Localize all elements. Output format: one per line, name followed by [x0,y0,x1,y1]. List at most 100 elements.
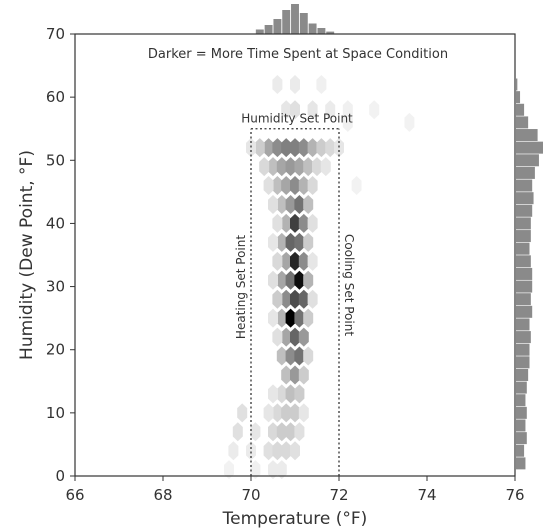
right-marginal-bar [516,242,530,255]
hex-cell [290,441,300,461]
hex-cell [307,251,318,271]
darkness-note: Darker = More Time Spent at Space Condit… [148,47,448,62]
hex-cell [325,138,336,158]
hex-cell [294,157,305,177]
hex-cell [263,176,274,196]
hex-cell [303,308,314,328]
x-tick-label: 72 [329,486,348,504]
hex-cell [298,289,309,309]
y-tick-label: 60 [46,88,65,106]
hex-cell [276,384,287,404]
hex-cell [303,346,314,366]
hex-cell [268,384,278,404]
top-marginal-bar [291,4,299,34]
hex-cell [272,213,283,233]
top-marginal-bar [255,29,264,34]
hex-cell [290,289,300,309]
right-marginal-bar [516,331,531,344]
hex-cell [290,75,300,95]
x-tick-label: 76 [505,486,524,504]
hex-cell [281,327,292,347]
hex-cell [272,327,283,347]
hex-cell [237,403,248,423]
hex-cell [263,441,274,461]
hex-cell [272,289,283,309]
hex-cell [250,422,261,442]
hex-cell [290,365,300,385]
hex-cell [232,422,243,442]
right-marginal-bar [516,204,533,217]
right-marginal-bar [516,293,531,306]
hex-cell [285,308,296,328]
hex-cell [334,138,344,158]
hex-cell [281,289,292,309]
top-marginal-histogram [255,4,335,34]
hex-cell [276,157,287,177]
hex-cell [290,327,300,347]
hex-cell [268,157,278,177]
hex-cell [298,403,309,423]
y-tick-label: 10 [46,404,65,422]
hex-cell [290,213,300,233]
hex-cell [281,403,292,423]
right-marginal-bar [516,343,530,356]
hex-cell [298,138,309,158]
hex-cell [285,422,296,442]
hex-cell [325,100,336,120]
hex-cell [351,176,362,196]
hex-cell [268,232,278,252]
hex-cell [281,365,292,385]
hex-cell [276,308,287,328]
hex-cell [294,422,305,442]
right-marginal-bar [516,419,526,432]
hex-cell [285,270,296,290]
hex-cell [285,346,296,366]
hex-cell [404,112,415,132]
y-axis-title: Humidity (Dew Point, °F) [17,150,37,360]
hex-cell [316,138,327,158]
right-marginal-bar [516,305,533,318]
hex-cell [298,176,309,196]
hex-cell [281,176,292,196]
cooling-set-point-label: Cooling Set Point [342,234,356,336]
hex-cell [298,251,309,271]
y-tick-label: 20 [46,341,65,359]
right-marginal-bar [516,444,525,457]
hex-cell [307,100,318,120]
hex-cell [290,138,300,158]
right-marginal-bar [516,154,539,167]
hex-cell [369,100,380,120]
hex-cell [272,251,283,271]
right-marginal-bar [516,432,527,445]
top-marginal-bar [326,31,335,34]
x-axis-title: Temperature (°F) [222,509,368,529]
hex-cell [281,251,292,271]
top-marginal-bar [264,25,273,34]
hex-cell [228,441,239,461]
hex-cell [285,157,296,177]
hex-cell [290,251,300,271]
right-marginal-bar [516,230,531,243]
hex-cell [276,460,287,480]
right-marginal-bar [516,91,521,104]
right-marginal-bar [516,356,530,369]
hex-cell [276,270,287,290]
y-tick-label: 0 [55,467,65,485]
hex-cell [272,441,283,461]
hex-cell [259,157,270,177]
x-axis-ticks: 66 68 70 72 74 76 [65,476,525,504]
y-tick-label: 40 [46,214,65,232]
hex-cell [303,157,314,177]
hex-cell [285,384,296,404]
hex-cell [272,138,283,158]
hex-cell [281,138,292,158]
hex-cell [290,176,300,196]
hex-cell [298,365,309,385]
hex-cell [281,213,292,233]
heating-set-point-label: Heating Set Point [234,235,248,339]
right-marginal-bar [516,457,526,470]
right-marginal-bar [516,78,518,91]
hex-cell [285,232,296,252]
hex-cell [254,138,265,158]
right-marginal-bar [516,406,527,419]
